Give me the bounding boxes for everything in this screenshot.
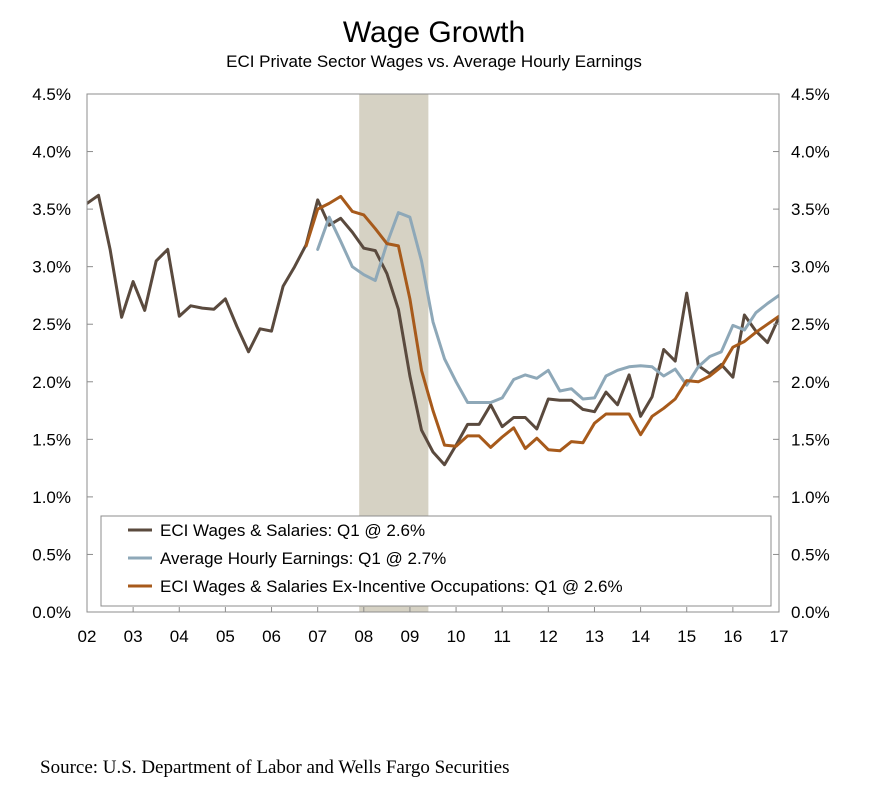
source-note: Source: U.S. Department of Labor and Wel…: [40, 757, 510, 778]
plot-frame: [86, 93, 780, 613]
y-tick-label-right: 2.0%: [791, 373, 830, 392]
y-tick-label-left: 2.0%: [32, 373, 71, 392]
eci-ex-incentive-line: [304, 194, 779, 453]
y-tick-label-right: 0.0%: [791, 603, 830, 622]
y-tick-label-left: 4.0%: [32, 143, 71, 162]
eci-wages-line: [87, 193, 779, 467]
y-tick-label-right: 0.5%: [791, 545, 830, 564]
x-tick-label: 03: [124, 627, 143, 646]
y-tick-label-left: 0.0%: [32, 603, 71, 622]
y-tick-label-right: 1.5%: [791, 430, 830, 449]
y-tick-label-left: 3.0%: [32, 258, 71, 277]
x-tick-label: 02: [78, 627, 97, 646]
x-tick-label: 04: [170, 627, 189, 646]
x-tick-label: 14: [631, 627, 650, 646]
legend-label-eci-ex-incentive: ECI Wages & Salaries Ex-Incentive Occupa…: [160, 577, 623, 596]
y-tick-label-left: 3.5%: [32, 200, 71, 219]
y-tick-label-left: 2.5%: [32, 315, 71, 334]
x-tick-label: 15: [677, 627, 696, 646]
axis-layer: 0.0% 0.0% 0.5% 0.5% 1.0% 1.0% 1.5% 1.5% 2.0% 2.0%…: [32, 85, 830, 646]
y-tick-label-left: 1.0%: [32, 488, 71, 507]
x-tick-label: 05: [216, 627, 235, 646]
y-tick-label-right: 1.0%: [791, 488, 830, 507]
y-tick-label-right: 4.0%: [791, 143, 830, 162]
x-tick-label: 08: [354, 627, 373, 646]
avg-hourly-earnings-line: [316, 211, 779, 404]
legend-label-eci: ECI Wages & Salaries: Q1 @ 2.6%: [160, 521, 425, 540]
x-tick-label: 11: [493, 627, 511, 646]
y-tick-label-right: 4.5%: [791, 85, 830, 104]
y-tick-label-right: 3.0%: [791, 258, 830, 277]
legend-label-ahe: Average Hourly Earnings: Q1 @ 2.7%: [160, 549, 446, 568]
legend: ECI Wages & Salaries: Q1 @ 2.6% Average …: [100, 515, 772, 607]
series-layer: [87, 193, 779, 467]
y-tick-label-right: 3.5%: [791, 200, 830, 219]
x-tick-label: 09: [400, 627, 419, 646]
x-tick-label: 17: [770, 627, 789, 646]
chart-subtitle: ECI Private Sector Wages vs. Average Hou…: [226, 52, 642, 71]
x-tick-label: 12: [539, 627, 558, 646]
y-tick-label-left: 0.5%: [32, 545, 71, 564]
x-tick-label: 10: [447, 627, 466, 646]
y-tick-label-right: 2.5%: [791, 315, 830, 334]
y-tick-label-left: 4.5%: [32, 85, 71, 104]
y-tick-label-left: 1.5%: [32, 430, 71, 449]
x-tick-label: 13: [585, 627, 604, 646]
x-tick-label: 06: [262, 627, 281, 646]
chart-title: Wage Growth: [343, 16, 525, 49]
legend-box: [100, 515, 772, 607]
x-tick-label: 07: [308, 627, 327, 646]
x-tick-label: 16: [723, 627, 742, 646]
